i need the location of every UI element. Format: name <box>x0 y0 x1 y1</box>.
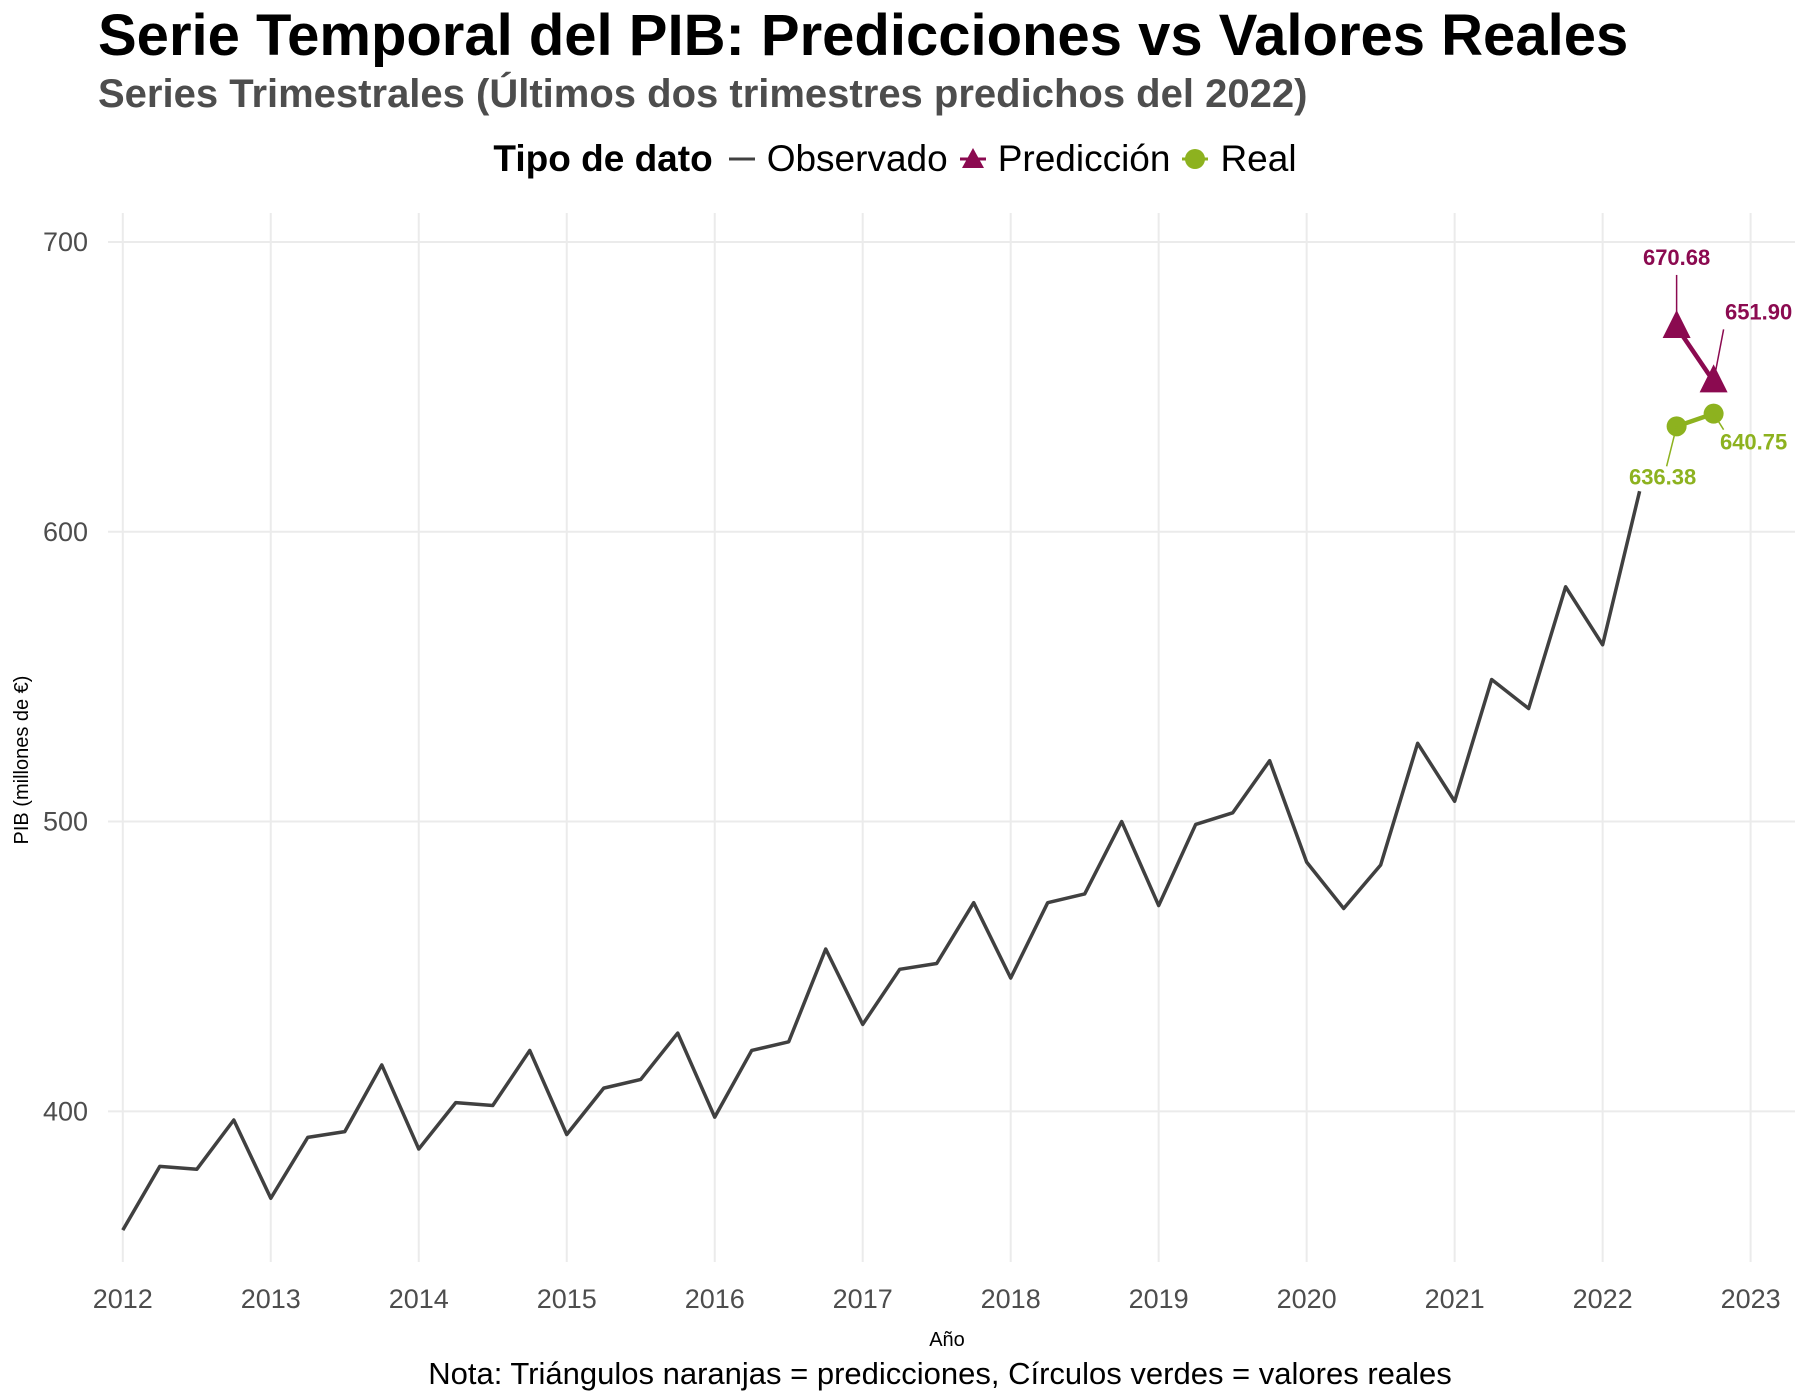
x-tick-label: 2017 <box>833 1284 893 1314</box>
y-axis-title: PIB (millones de €) <box>11 676 33 845</box>
legend-line-key <box>728 157 755 161</box>
x-tick-label: 2015 <box>537 1284 597 1314</box>
legend-item-observado: Observado <box>727 138 948 180</box>
prediccion-data-label: 651.90 <box>1725 299 1792 324</box>
legend: Tipo de dato Observado Predicción Real <box>0 138 1800 180</box>
x-tick-label: 2016 <box>685 1284 745 1314</box>
y-tick-label: 700 <box>43 227 88 257</box>
chart-title: Serie Temporal del PIB: Predicciones vs … <box>98 3 1629 68</box>
legend-circle-key <box>1182 149 1209 169</box>
chart-note: Nota: Triángulos naranjas = predicciones… <box>428 1356 1452 1391</box>
legend-triangle-key <box>959 148 986 168</box>
x-tick-label: 2022 <box>1573 1284 1633 1314</box>
legend-label-prediccion: Predicción <box>997 138 1171 179</box>
y-tick-label: 500 <box>43 807 88 837</box>
real-leader-line <box>1712 413 1725 431</box>
prediccion-data-label: 670.68 <box>1643 245 1710 270</box>
ticks-layer: 2012 2013 2014 2015 2016 2017 2018 2019 2020 2021… <box>43 227 1781 1314</box>
x-tick-label: 2023 <box>1721 1284 1781 1314</box>
y-tick-label: 600 <box>43 517 88 547</box>
real-data-label: 636.38 <box>1629 464 1696 489</box>
grid <box>108 213 1795 1262</box>
real-data-label: 640.75 <box>1720 430 1787 455</box>
x-tick-label: 2013 <box>241 1284 301 1314</box>
series-layer: 670.68 651.90 636.38 640.75 <box>121 245 1792 1232</box>
x-tick-label: 2018 <box>981 1284 1041 1314</box>
y-tick-label: 400 <box>43 1096 88 1126</box>
x-axis-title: Año <box>929 1329 965 1351</box>
x-tick-label: 2012 <box>93 1284 153 1314</box>
real-leader-line <box>1665 426 1678 467</box>
x-tick-label: 2020 <box>1277 1284 1337 1314</box>
legend-label-observado: Observado <box>766 138 948 179</box>
legend-item-real: Real <box>1180 138 1297 180</box>
prediccion-leader-line <box>1712 329 1725 382</box>
x-tick-label: 2014 <box>389 1284 449 1314</box>
legend-title: Tipo de dato <box>493 138 713 179</box>
x-tick-label: 2021 <box>1425 1284 1485 1314</box>
legend-item-prediccion: Predicción <box>958 138 1171 180</box>
series-line-observado <box>121 490 1642 1232</box>
x-tick-label: 2019 <box>1129 1284 1189 1314</box>
legend-label-real: Real <box>1220 138 1297 179</box>
chart-subtitle: Series Trimestrales (Últimos dos trimest… <box>98 72 1308 116</box>
